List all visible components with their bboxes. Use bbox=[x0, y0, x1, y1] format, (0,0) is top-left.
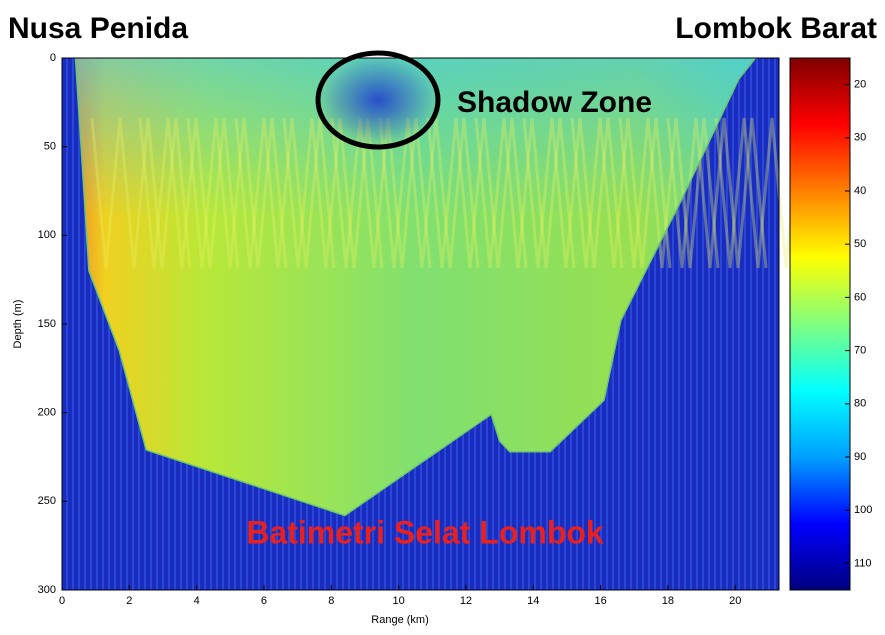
colorbar-tick-label: 80 bbox=[854, 398, 866, 410]
x-tick-label: 12 bbox=[460, 595, 472, 607]
x-tick-label: 18 bbox=[662, 595, 674, 607]
x-tick-label: 16 bbox=[594, 595, 606, 607]
x-axis-label: Range (km) bbox=[371, 614, 428, 626]
y-tick-label: 200 bbox=[38, 407, 56, 419]
y-tick-label: 250 bbox=[38, 495, 56, 507]
colorbar-tick-label: 40 bbox=[854, 185, 866, 197]
chart: Nusa Penida Lombok Barat 0 2 4 6 8 10 12 14 16 18… bbox=[0, 0, 885, 630]
y-tick-label: 100 bbox=[38, 229, 56, 241]
x-tick-label: 4 bbox=[194, 595, 200, 607]
map-label: Batimetri Selat Lombok bbox=[246, 514, 604, 550]
x-tick-label: 8 bbox=[328, 595, 334, 607]
colorbar bbox=[790, 58, 850, 590]
colorbar-tick-label: 70 bbox=[854, 345, 866, 357]
y-tick-label: 150 bbox=[38, 318, 56, 330]
y-tick-label: 300 bbox=[38, 584, 56, 596]
colorbar-tick-label: 30 bbox=[854, 132, 866, 144]
colorbar-tick-label: 100 bbox=[854, 504, 872, 516]
x-tick-label: 6 bbox=[261, 595, 267, 607]
y-tick-label: 50 bbox=[44, 141, 56, 153]
plot-area bbox=[62, 55, 814, 590]
x-tick-label: 10 bbox=[392, 595, 404, 607]
y-axis-label: Depth (m) bbox=[12, 300, 24, 349]
colorbar-tick-label: 20 bbox=[854, 79, 866, 91]
title-left: Nusa Penida bbox=[8, 12, 188, 45]
title-right: Lombok Barat bbox=[675, 12, 877, 45]
shadow-zone-label: Shadow Zone bbox=[457, 86, 652, 119]
colorbar-tick-label: 110 bbox=[854, 557, 872, 569]
colorbar-tick-label: 60 bbox=[854, 291, 866, 303]
x-tick-label: 20 bbox=[729, 595, 741, 607]
colorbar-tick-label: 90 bbox=[854, 451, 866, 463]
x-tick-label: 14 bbox=[527, 595, 539, 607]
colorbar-tick-label: 50 bbox=[854, 238, 866, 250]
x-tick-label: 0 bbox=[59, 595, 65, 607]
x-tick-label: 2 bbox=[126, 595, 132, 607]
y-tick-label: 0 bbox=[50, 52, 56, 64]
